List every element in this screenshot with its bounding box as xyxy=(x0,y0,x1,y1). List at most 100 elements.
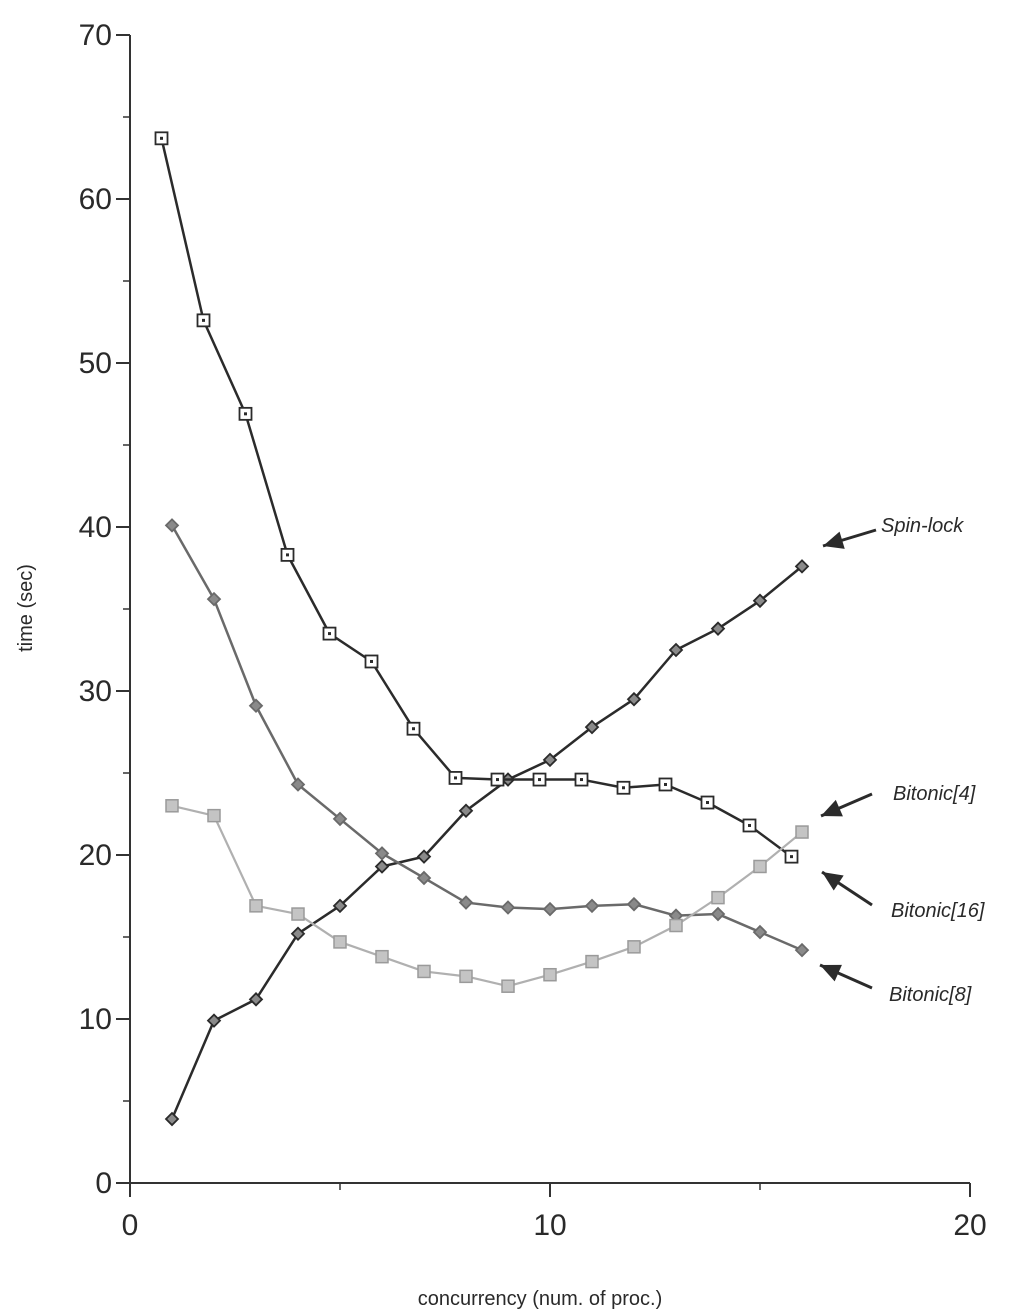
annotation-arrow-head xyxy=(820,964,842,982)
y-tick-label: 10 xyxy=(79,1003,112,1036)
data-point-bitonic-16 xyxy=(795,825,809,839)
series-spin-lock xyxy=(164,559,810,1127)
annotation-bitonic-16: Bitonic[16] xyxy=(891,900,985,922)
marker-dot xyxy=(496,778,499,782)
data-point-bitonic-16 xyxy=(459,969,473,984)
data-point-spin-lock xyxy=(584,719,600,735)
data-point-spin-lock xyxy=(290,926,306,941)
data-point-bitonic-4 xyxy=(532,772,547,787)
data-point-bitonic-4 xyxy=(280,547,295,562)
data-point-bitonic-16 xyxy=(753,859,767,874)
y-tick-label: 20 xyxy=(79,839,112,872)
data-point-bitonic-4 xyxy=(406,721,421,736)
data-point-bitonic-4 xyxy=(784,849,799,864)
data-point-bitonic-4 xyxy=(658,777,673,792)
x-tick-label: 20 xyxy=(953,1209,986,1242)
marker-dot xyxy=(454,776,457,780)
marker-dot xyxy=(622,786,625,790)
marker-dot xyxy=(412,727,415,731)
data-point-bitonic-16 xyxy=(543,967,557,982)
data-point-bitonic-16 xyxy=(585,954,599,969)
data-point-bitonic-16 xyxy=(627,940,641,954)
data-point-bitonic-8 xyxy=(584,898,600,914)
data-point-bitonic-8 xyxy=(206,591,222,607)
data-point-bitonic-4 xyxy=(238,406,253,421)
annotation-spin-lock: Spin-lock xyxy=(881,515,964,537)
data-point-bitonic-8 xyxy=(710,906,726,922)
data-point-spin-lock xyxy=(542,752,558,768)
axes: 0 10 20 30 40 50 60 70 0 10 20 xyxy=(79,19,987,1242)
data-point-bitonic-16 xyxy=(711,890,725,905)
marker-dot xyxy=(286,553,289,557)
data-point-spin-lock xyxy=(752,593,768,609)
y-tick-label: 50 xyxy=(79,347,112,380)
marker-dot xyxy=(202,318,205,322)
marker-dot xyxy=(664,782,667,786)
y-tick-label: 70 xyxy=(79,19,112,52)
data-point-spin-lock xyxy=(206,1013,222,1028)
data-point-spin-lock xyxy=(668,642,684,658)
series-line-bitonic-16 xyxy=(171,804,803,988)
data-point-bitonic-16 xyxy=(375,949,389,964)
y-tick-label: 30 xyxy=(79,675,112,708)
x-tick-label: 0 xyxy=(122,1209,139,1242)
marker-dot xyxy=(580,778,583,782)
data-point-bitonic-4 xyxy=(490,772,505,787)
series-line-bitonic-8 xyxy=(170,524,803,952)
annotation-bitonic-4: Bitonic[4] xyxy=(893,783,976,805)
data-point-spin-lock xyxy=(248,992,264,1007)
data-point-bitonic-8 xyxy=(752,924,768,940)
data-point-bitonic-8 xyxy=(290,777,306,792)
data-point-bitonic-4 xyxy=(364,654,379,669)
data-point-bitonic-8 xyxy=(542,901,558,917)
data-point-bitonic-4 xyxy=(448,771,463,785)
y-axis-title: time (sec) xyxy=(15,564,37,652)
data-point-bitonic-8 xyxy=(794,942,810,958)
y-tick-label: 40 xyxy=(79,511,112,544)
annotation-arrow-head xyxy=(822,872,844,891)
marker-dot xyxy=(538,778,541,782)
data-point-spin-lock xyxy=(626,691,642,707)
y-tick-label: 60 xyxy=(79,183,112,216)
data-point-bitonic-8 xyxy=(458,895,474,910)
marker-dot xyxy=(328,632,331,636)
data-point-spin-lock xyxy=(416,849,432,864)
annotations: Spin-lock Bitonic[4] Bitonic[16] Bitonic[8] xyxy=(819,515,985,1006)
series-line-bitonic-4 xyxy=(160,138,793,858)
data-point-bitonic-8 xyxy=(164,518,180,533)
marker-dot xyxy=(370,659,373,663)
marker-dot xyxy=(790,855,793,859)
data-point-bitonic-8 xyxy=(374,846,390,861)
annotation-arrow-head xyxy=(823,531,845,549)
data-point-bitonic-8 xyxy=(416,870,432,886)
marker-dot xyxy=(160,136,163,140)
data-point-bitonic-16 xyxy=(669,918,683,933)
data-point-bitonic-4 xyxy=(154,131,169,146)
y-tick-label: 0 xyxy=(95,1167,112,1200)
x-axis-title: concurrency (num. of proc.) xyxy=(418,1288,663,1310)
series-bitonic-8 xyxy=(164,518,810,958)
data-point-spin-lock xyxy=(710,621,726,636)
data-point-spin-lock xyxy=(332,898,348,914)
data-point-bitonic-8 xyxy=(500,900,516,915)
data-point-bitonic-8 xyxy=(332,811,348,827)
marker-dot xyxy=(706,801,709,805)
annotation-arrow-head xyxy=(821,799,843,817)
marker-dot xyxy=(748,823,751,827)
annotation-bitonic-8: Bitonic[8] xyxy=(889,984,972,1006)
series-bitonic-4 xyxy=(154,131,799,864)
data-point-bitonic-4 xyxy=(196,313,211,328)
data-point-bitonic-8 xyxy=(248,698,264,714)
data-point-spin-lock xyxy=(794,559,810,574)
data-point-spin-lock xyxy=(374,859,390,874)
data-point-bitonic-16 xyxy=(249,899,263,913)
series-bitonic-16 xyxy=(165,799,809,993)
data-point-bitonic-4 xyxy=(322,626,337,641)
series-layer xyxy=(154,131,810,1127)
data-point-bitonic-16 xyxy=(501,979,515,993)
data-point-spin-lock xyxy=(164,1111,180,1127)
data-point-bitonic-4 xyxy=(700,795,715,810)
data-point-bitonic-4 xyxy=(616,780,631,795)
data-point-bitonic-16 xyxy=(165,799,179,813)
